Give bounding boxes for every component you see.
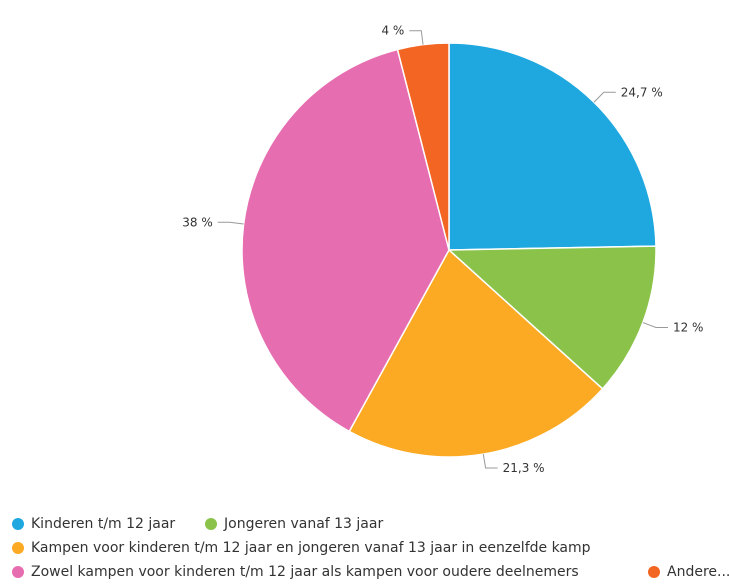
legend-dot-jongeren [205, 518, 217, 530]
pie-slice-andere[interactable] [396, 42, 450, 251]
legend-label-kinderen: Kinderen t/m 12 jaar [31, 516, 176, 532]
data-label-gemengd: 21,3 % [503, 461, 545, 475]
pie-slice-kinderen[interactable] [448, 42, 657, 251]
legend-item-kinderen[interactable]: Kinderen t/m 12 jaar [12, 516, 175, 532]
legend-dot-andere [648, 566, 660, 578]
pie-slice-gemengd[interactable] [348, 248, 604, 458]
legend: Kinderen t/m 12 jaar Jongeren vanaf 13 j… [0, 510, 729, 584]
connector-kinderen [593, 91, 616, 103]
legend-label-andere: Andere... [667, 564, 729, 580]
connector-zowel [217, 221, 244, 225]
legend-dot-gemengd [12, 542, 24, 554]
pie-slices [241, 42, 657, 458]
legend-dot-kinderen [12, 518, 24, 530]
slice-labels: 24,7 % 12 % 21,3 % 38 % 4 % [182, 24, 703, 475]
legend-item-gemengd[interactable]: Kampen voor kinderen t/m 12 jaar en jong… [12, 540, 591, 556]
data-label-andere: 4 % [381, 24, 404, 38]
pie-chart: 24,7 % 12 % 21,3 % 38 % 4 % [182, 24, 703, 475]
legend-label-jongeren: Jongeren vanaf 13 jaar [224, 516, 384, 532]
legend-dot-zowel [12, 566, 24, 578]
connector-gemengd [482, 454, 498, 469]
pie-slice-zowel[interactable] [241, 48, 450, 433]
legend-label-gemengd: Kampen voor kinderen t/m 12 jaar en jong… [31, 540, 591, 556]
data-label-jongeren: 12 % [673, 320, 704, 334]
legend-item-zowel[interactable]: Zowel kampen voor kinderen t/m 12 jaar a… [12, 564, 579, 580]
legend-item-andere[interactable]: Andere... [648, 564, 729, 580]
legend-label-zowel: Zowel kampen voor kinderen t/m 12 jaar a… [31, 564, 579, 580]
data-label-kinderen: 24,7 % [621, 85, 663, 99]
data-label-zowel: 38 % [182, 215, 213, 229]
connector-andere [409, 30, 424, 45]
legend-item-jongeren[interactable]: Jongeren vanaf 13 jaar [205, 516, 383, 532]
connector-jongeren [642, 322, 668, 328]
